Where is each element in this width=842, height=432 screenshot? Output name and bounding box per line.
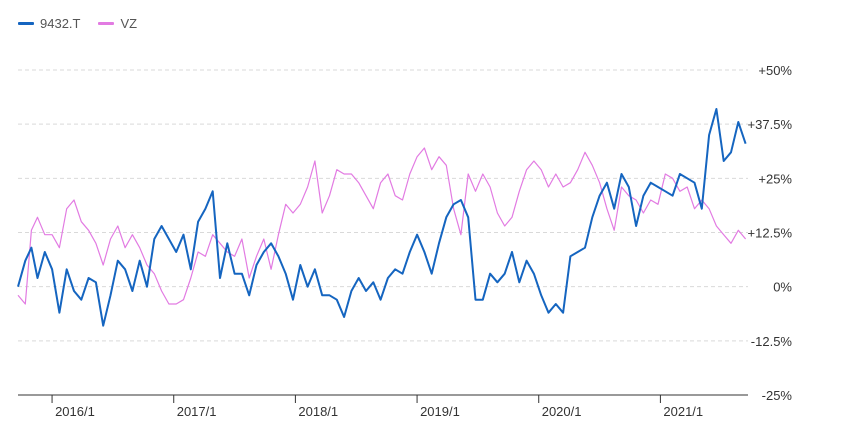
y-tick-label: +25% bbox=[758, 171, 792, 186]
y-tick-label: -25% bbox=[762, 388, 793, 403]
chart-legend: 9432.T VZ bbox=[18, 16, 137, 31]
legend-swatch-series-2 bbox=[98, 22, 115, 25]
y-axis-ticks: +50% +37.5% +25% +12.5% 0% -12.5% -25% bbox=[748, 63, 793, 403]
x-axis-ticks: 2016/1 2017/1 2018/1 2019/1 2020/1 2021/1 bbox=[51, 395, 703, 419]
grid-lines bbox=[18, 69, 748, 342]
x-tick-label: 2017/1 bbox=[177, 404, 217, 419]
x-tick-label: 2019/1 bbox=[420, 404, 460, 419]
legend-label-series-2: VZ bbox=[120, 16, 138, 31]
series-line-2 bbox=[17, 147, 747, 305]
legend-item-series-1[interactable]: 9432.T bbox=[18, 16, 80, 31]
series-lines bbox=[17, 108, 747, 327]
x-tick-label: 2020/1 bbox=[542, 404, 582, 419]
x-tick-label: 2016/1 bbox=[55, 404, 95, 419]
legend-label-series-1: 9432.T bbox=[40, 16, 81, 31]
y-tick-label: +12.5% bbox=[748, 226, 793, 241]
legend-swatch-series-1 bbox=[18, 22, 34, 25]
series-line-1 bbox=[17, 108, 747, 327]
y-tick-label: +37.5% bbox=[748, 117, 793, 132]
legend-item-series-2[interactable]: VZ bbox=[98, 16, 137, 31]
x-tick-label: 2021/1 bbox=[663, 404, 703, 419]
y-tick-label: -12.5% bbox=[751, 334, 793, 349]
y-tick-label: 0% bbox=[773, 280, 792, 295]
y-tick-label: +50% bbox=[758, 63, 792, 78]
x-tick-label: 2018/1 bbox=[298, 404, 338, 419]
